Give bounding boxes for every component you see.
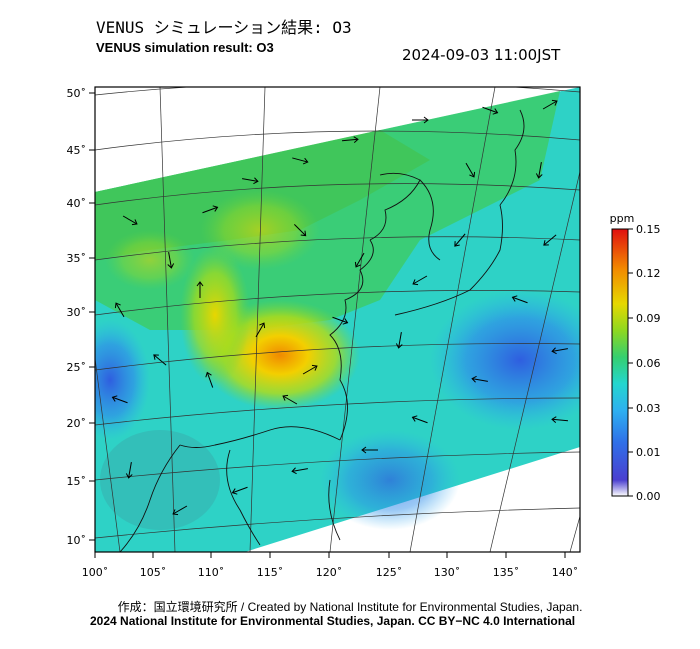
- lon-label: 105˚: [140, 566, 167, 579]
- colorbar-tick: 0.03: [636, 402, 661, 415]
- lon-label: 130˚: [434, 566, 461, 579]
- colorbar-tick: 0.06: [636, 357, 661, 370]
- lat-label: 35˚: [67, 252, 87, 265]
- lat-label: 25˚: [67, 361, 87, 374]
- title-english: VENUS simulation result: O3: [96, 40, 274, 55]
- credit-line: 作成：国立環境研究所 / Created by National Institu…: [117, 600, 583, 614]
- colorbar-tick: 0.09: [636, 312, 661, 325]
- copyright-line: 2024 National Institute for Environmenta…: [90, 614, 576, 628]
- lon-label: 115˚: [257, 566, 284, 579]
- lon-label: 135˚: [493, 566, 520, 579]
- lat-label: 20˚: [67, 417, 87, 430]
- colorbar-tick: 0.01: [636, 446, 661, 459]
- map-frame: [94, 86, 581, 553]
- lat-label: 40˚: [67, 197, 87, 210]
- lon-label: 140˚: [552, 566, 579, 579]
- colorbar: ppm 0.15 0.12 0.09 0.06 0.03 0.01 0.00: [610, 212, 661, 503]
- lat-label: 50˚: [67, 87, 87, 100]
- lon-label: 125˚: [376, 566, 403, 579]
- lat-label: 45˚: [67, 144, 87, 157]
- title-japanese: VENUS シミュレーション結果: O3: [96, 18, 352, 37]
- colorbar-unit: ppm: [610, 212, 635, 225]
- colorbar-tick: 0.00: [636, 490, 661, 503]
- lon-label: 120˚: [316, 566, 343, 579]
- lon-label: 110˚: [198, 566, 225, 579]
- lat-label: 30˚: [67, 306, 87, 319]
- lat-label: 10˚: [67, 534, 87, 547]
- wind-vectors: [111, 99, 569, 516]
- colorbar-tick: 0.12: [636, 267, 661, 280]
- lon-label: 100˚: [82, 566, 109, 579]
- map-ticks: [89, 92, 566, 558]
- concentration-field: [95, 87, 580, 552]
- colorbar-tick: 0.15: [636, 223, 661, 236]
- lat-label: 15˚: [67, 475, 87, 488]
- colorbar-scale: [611, 228, 629, 497]
- forecast-timestamp: 2024-09-03 11:00JST: [402, 46, 561, 64]
